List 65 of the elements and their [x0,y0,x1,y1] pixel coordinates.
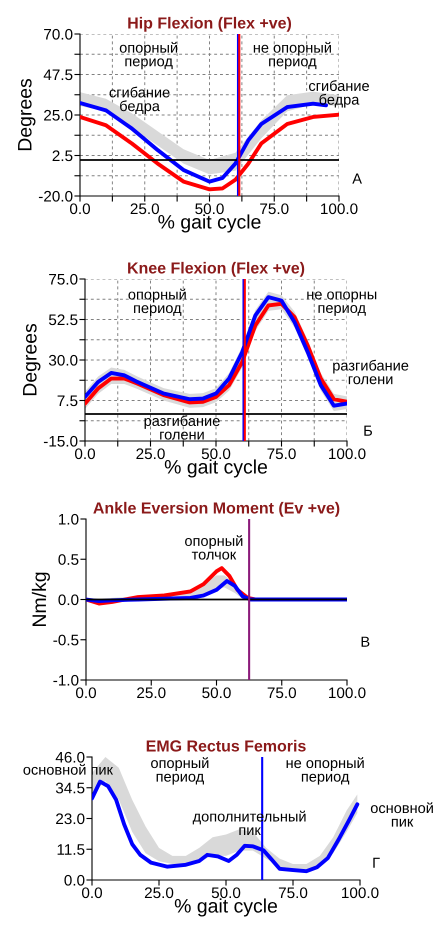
chart-title: Knee Flexion (Flex +ve) [128,262,304,277]
y-tick-label: 23.0 [56,813,84,824]
text: Г [373,858,380,868]
y-tick-label: 30.0 [48,354,78,366]
chart-title: EMG Rectus Femoris [146,740,306,752]
y-tick-label: 0.0 [64,874,84,886]
x-tick-label: 25.0 [144,887,174,898]
y-axis-title: Nm/kg [32,572,50,626]
x-tick-label: 0.0 [76,687,96,698]
y-tick-label: 34.5 [56,782,84,794]
annotation: не опорный период [254,42,331,70]
y-tick-label: 0.5 [58,554,78,565]
x-tick-label: 50.0 [202,448,230,460]
x-tick-label: 100.0 [329,687,366,698]
y-axis-title: Degrees [23,324,40,396]
annotation: опорный период [151,757,208,785]
annotation: разгибание голени [144,415,220,440]
y-tick-label: 47.5 [44,70,72,80]
x-tick-label: 75.0 [268,687,296,698]
x-tick-label: 50.0 [202,687,231,698]
x-tick-label: 25.0 [136,448,165,460]
y-tick-label: 11.5 [58,844,84,855]
y-tick-label: 1.0 [58,514,78,525]
x-axis-title: % gait cycle [174,898,278,917]
y-axis-title: Degrees [18,78,36,150]
x-tick-label: 25.0 [137,687,166,698]
x-tick-label: 75.0 [260,203,289,214]
x-tick-label: 50.0 [195,203,224,214]
text: А [352,174,362,184]
y-tick-label: 0.0 [58,594,78,606]
x-tick-label: 50.0 [212,887,240,898]
y-tick-label: 70.0 [44,28,72,40]
y-tick-label: 7.5 [58,396,78,406]
y-tick-label: -15.0 [44,436,78,447]
annotation: сгибание бедра [110,86,170,114]
y-tick-label: 52.5 [48,314,78,326]
annotation: опорный толчок [185,535,242,560]
annotation: опорный период [120,42,178,70]
y-tick-label: -1.0 [53,674,78,686]
text: основной пик [370,802,433,827]
x-axis-title: % gait cycle [158,214,261,233]
chart-title: Ankle Eversion Moment (Ev +ve) [93,502,340,517]
y-tick-label: 2.5 [52,150,72,162]
annotation: не опорны период [307,291,376,316]
text: В [362,636,370,647]
x-tick-label: 100.0 [321,203,358,214]
y-tick-label: 75.0 [49,274,78,285]
y-tick-label: -0.5 [53,634,78,646]
x-tick-label: 0.0 [82,887,102,898]
chart-title: Hip Flexion (Flex +ve) [128,16,292,32]
annotation: опорный период [128,288,186,316]
annotation: не опорный период [286,757,364,785]
y-tick-label: 46.0 [56,752,84,763]
annotation: сгибание бедра [309,80,369,108]
x-tick-label: 100.0 [329,448,366,460]
x-axis-title: % gait cycle [164,459,268,478]
x-tick-label: 75.0 [267,448,296,460]
y-tick-label: -20.0 [38,190,72,202]
annotation: разгибание голени [333,360,408,384]
text: Б [364,426,372,436]
x-tick-label: 0.0 [74,448,96,460]
x-tick-label: 100.0 [342,887,379,898]
x-tick-label: 75.0 [278,887,308,898]
x-tick-label: 25.0 [130,203,160,214]
y-tick-label: 25.0 [44,110,72,121]
